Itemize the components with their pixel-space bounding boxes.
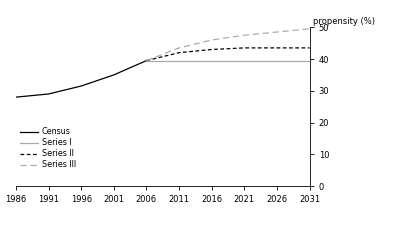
Legend: Census, Series I, Series II, Series III: Census, Series I, Series II, Series III xyxy=(20,127,76,169)
Y-axis label: propensity (%): propensity (%) xyxy=(312,17,375,26)
